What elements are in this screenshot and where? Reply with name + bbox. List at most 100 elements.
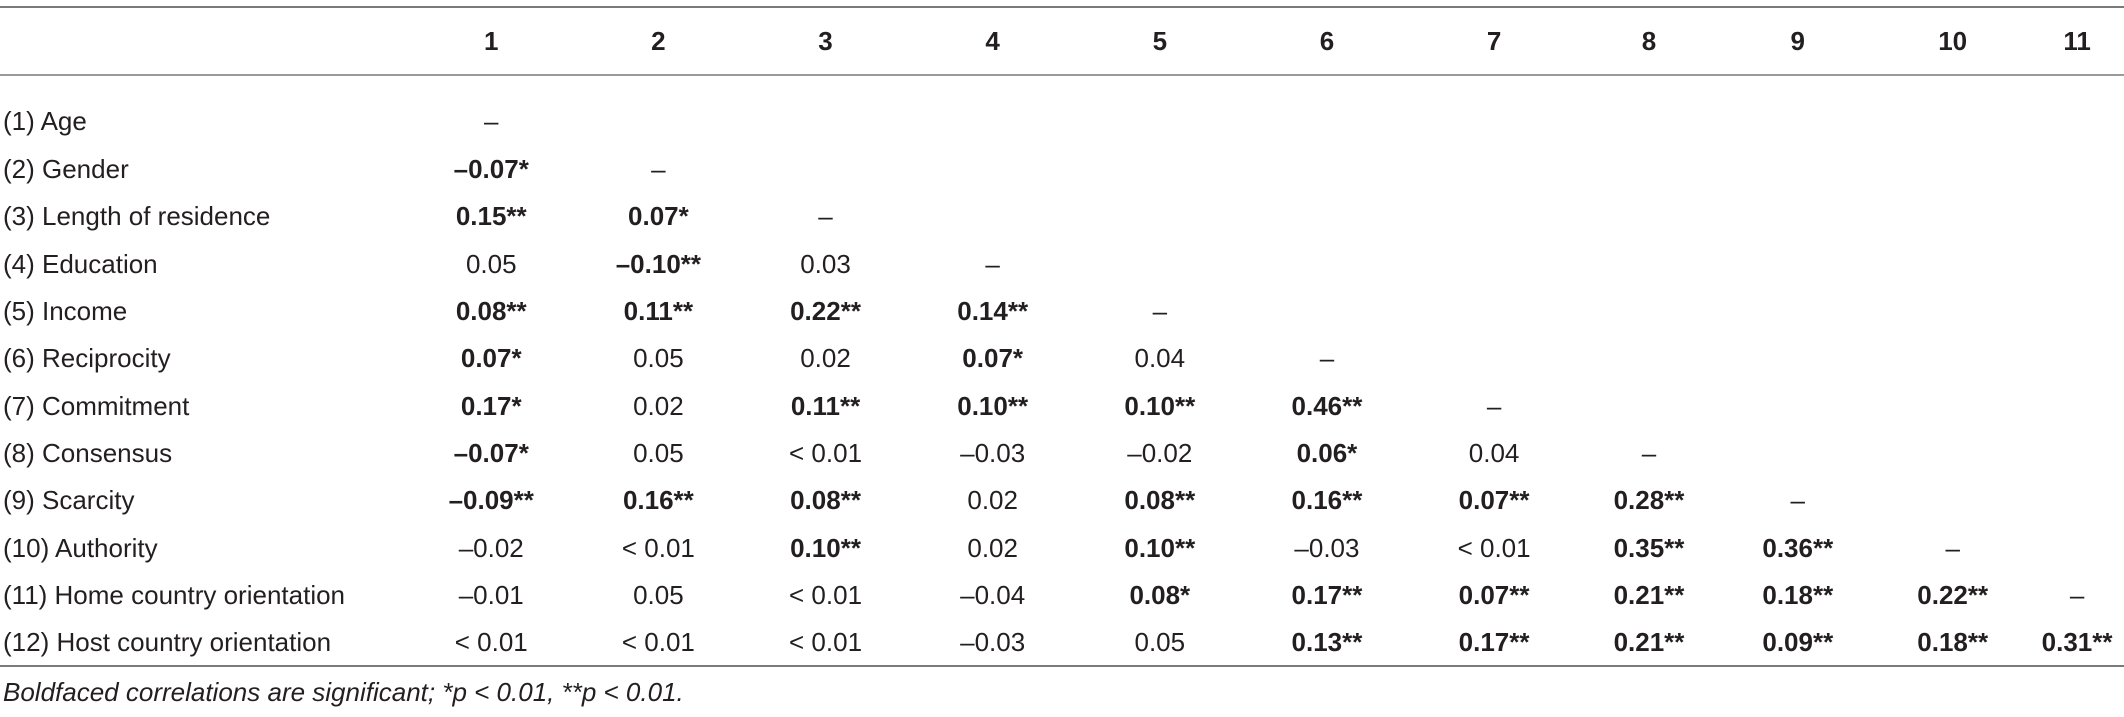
correlation-cell: – <box>1790 485 1806 516</box>
empty-cell <box>1578 74 1721 146</box>
correlation-cell: 0.08* <box>1129 579 1191 610</box>
correlation-cell: – <box>484 105 499 136</box>
table-row: (11) Home country orientation –0.01 0.05 < … <box>0 572 2124 619</box>
correlation-cell: –0.10** <box>615 248 702 279</box>
empty-cell <box>742 146 909 193</box>
empty-cell <box>2030 241 2124 288</box>
bottom-rule <box>0 665 2124 667</box>
correlation-cell: 0.06* <box>1296 437 1358 468</box>
row-label: (7) Commitment <box>3 390 190 421</box>
row-label: (9) Scarcity <box>3 485 135 516</box>
empty-cell <box>2030 335 2124 382</box>
empty-cell <box>1076 193 1243 240</box>
row-label: (11) Home country orientation <box>3 579 346 610</box>
correlation-cell: < 0.01 <box>789 437 863 468</box>
correlation-cell: 0.36** <box>1762 532 1834 563</box>
empty-cell <box>1875 241 2030 288</box>
correlation-cell: 0.16** <box>1291 485 1363 516</box>
row-label: (8) Consensus <box>3 437 173 468</box>
empty-cell <box>1578 335 1721 382</box>
correlation-cell: 0.07* <box>962 343 1024 374</box>
empty-cell <box>742 74 909 146</box>
correlation-cell: 0.16** <box>622 485 694 516</box>
column-header-4: 4 <box>985 25 1000 56</box>
row-label: (12) Host country orientation <box>3 627 332 658</box>
empty-cell <box>575 74 742 146</box>
row-label: (4) Education <box>3 248 158 279</box>
header-row: 1 2 3 4 5 6 7 8 9 10 11 <box>0 8 2124 74</box>
correlation-cell: 0.05 <box>633 437 684 468</box>
empty-cell <box>1578 193 1721 240</box>
table-footnote: Boldfaced correlations are significant; … <box>3 677 684 707</box>
correlation-cell: –0.03 <box>1294 532 1360 563</box>
empty-cell <box>1875 477 2030 524</box>
correlation-cell: 0.10** <box>790 532 861 563</box>
correlation-cell: 0.10** <box>957 390 1029 421</box>
correlation-cell: < 0.01 <box>621 627 695 658</box>
empty-cell <box>1411 335 1578 382</box>
correlation-cell: –0.07* <box>453 154 529 185</box>
empty-cell <box>1243 193 1410 240</box>
correlation-cell: – <box>1152 296 1168 327</box>
table-row: (3) Length of residence 0.15** 0.07* – <box>0 193 2124 240</box>
correlation-cell: 0.18** <box>1917 627 1989 658</box>
correlation-cell: –0.03 <box>960 627 1026 658</box>
correlation-cell: 0.17** <box>1458 627 1530 658</box>
empty-cell <box>1875 335 2030 382</box>
empty-cell <box>1720 146 1875 193</box>
row-label: (10) Authority <box>3 532 158 563</box>
empty-cell <box>2030 524 2124 571</box>
empty-cell <box>1411 241 1578 288</box>
empty-cell <box>1875 288 2030 335</box>
correlation-cell: – <box>985 248 1000 279</box>
correlation-cell: –0.02 <box>1127 437 1193 468</box>
correlation-cell: 0.04 <box>1468 437 1520 468</box>
correlation-cell: 0.05 <box>1134 627 1186 658</box>
empty-cell <box>1411 193 1578 240</box>
correlation-cell: 0.05 <box>633 343 684 374</box>
correlation-cell: 0.15** <box>455 201 527 232</box>
correlation-cell: –0.04 <box>960 579 1026 610</box>
correlation-cell: 0.02 <box>800 343 851 374</box>
column-header-2: 2 <box>651 25 666 56</box>
empty-cell <box>1875 382 2030 429</box>
table-row: (5) Income 0.08** 0.11** 0.22** 0.14** – <box>0 288 2124 335</box>
correlation-cell: 0.17* <box>460 390 522 421</box>
empty-cell <box>1875 193 2030 240</box>
empty-cell <box>1578 241 1721 288</box>
column-header-3: 3 <box>818 25 833 56</box>
empty-cell <box>1720 335 1875 382</box>
empty-cell <box>1243 288 1410 335</box>
correlation-cell: < 0.01 <box>789 579 863 610</box>
correlation-cell: 0.08** <box>1124 485 1196 516</box>
empty-cell <box>1076 241 1243 288</box>
correlation-cell: 0.21** <box>1613 579 1685 610</box>
column-header-9: 9 <box>1790 25 1806 56</box>
row-label: (1) Age <box>3 105 87 136</box>
empty-cell <box>909 193 1076 240</box>
table-row: (9) Scarcity –0.09** 0.16** 0.08** 0.02 0.08*… <box>0 477 2124 524</box>
table-row: (8) Consensus –0.07* 0.05 < 0.01 –0.03 –0.02 0… <box>0 430 2124 477</box>
correlation-cell: 0.07* <box>460 343 522 374</box>
correlation-cell: – <box>651 154 666 185</box>
correlation-cell: –0.02 <box>458 532 524 563</box>
correlation-cell: – <box>1641 437 1657 468</box>
table-row: (1) Age – <box>0 74 2124 146</box>
correlation-cell: – <box>1319 343 1335 374</box>
empty-cell <box>909 74 1076 146</box>
correlation-cell: – <box>1945 532 1960 563</box>
empty-cell <box>1243 74 1410 146</box>
correlation-cell: 0.18** <box>1762 579 1834 610</box>
correlation-cell: 0.17** <box>1291 579 1363 610</box>
empty-cell <box>1411 146 1578 193</box>
correlation-table: 1 2 3 4 5 6 7 8 9 10 11 (1) Age – (2) Gender –0.07* –(… <box>0 8 2124 666</box>
empty-cell <box>1875 430 2030 477</box>
empty-cell <box>1243 146 1410 193</box>
correlation-cell: 0.02 <box>633 390 684 421</box>
table-body: (1) Age – (2) Gender –0.07* – (3) Length of r… <box>0 74 2124 666</box>
correlation-cell: 0.08** <box>790 485 861 516</box>
correlation-cell: 0.02 <box>967 532 1018 563</box>
correlation-cell: < 0.01 <box>454 627 528 658</box>
empty-cell <box>1720 430 1875 477</box>
correlation-cell: – <box>1486 390 1502 421</box>
